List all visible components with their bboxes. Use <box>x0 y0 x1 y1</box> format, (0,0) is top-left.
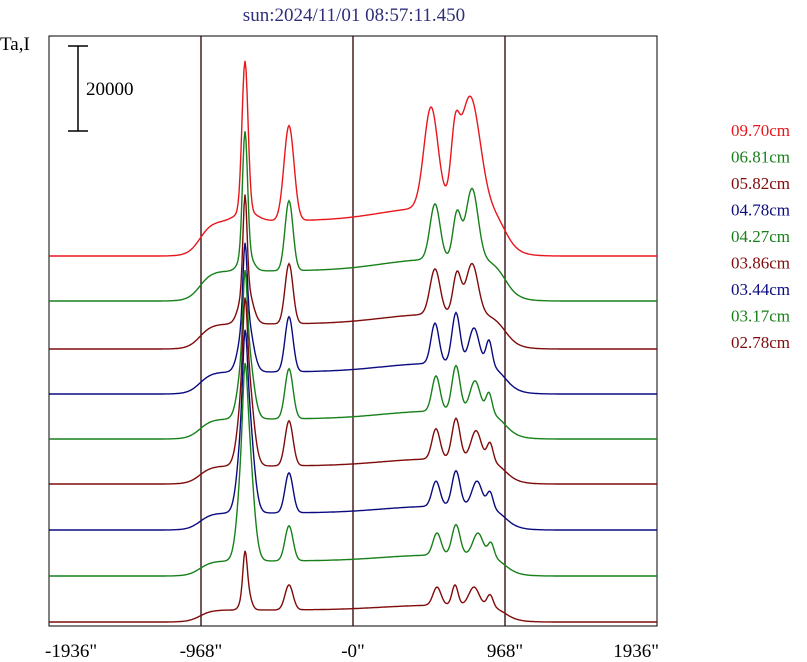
chart-title: sun:2024/11/01 08:57:11.450 <box>243 5 465 26</box>
scale-bar-label: 20000 <box>86 79 134 100</box>
series-line <box>49 329 657 531</box>
legend-entry: 02.78cm <box>731 333 790 352</box>
legend-entry: 05.82cm <box>731 174 790 193</box>
legend-entry: 03.17cm <box>731 307 790 326</box>
legend-entry: 04.78cm <box>731 201 790 220</box>
legend-entry: 04.27cm <box>731 227 790 246</box>
series-line <box>49 269 657 440</box>
legend: 09.70cm 06.81cm 05.82cm 04.78cm 04.27cm 03.86… <box>731 121 790 352</box>
series-lines <box>49 60 657 623</box>
y-axis-label: Ta,I <box>0 34 30 55</box>
scale-bar: 20000 <box>68 45 134 132</box>
x-tick-label: 968" <box>487 641 523 662</box>
series-line <box>49 60 657 257</box>
x-tick-label: -0" <box>341 641 365 662</box>
series-line <box>49 194 657 350</box>
legend-entry: 06.81cm <box>731 148 790 167</box>
series-line <box>49 242 657 395</box>
x-tick-label: -968" <box>180 641 223 662</box>
x-tick-labels: -1936" -968" -0" 968" 1936" <box>45 641 659 662</box>
series-line <box>49 131 657 302</box>
series-line <box>49 550 657 623</box>
x-tick-label: -1936" <box>45 641 97 662</box>
x-tick-label: 1936" <box>613 641 659 662</box>
series-line <box>49 362 657 577</box>
legend-entry: 03.86cm <box>731 254 790 273</box>
legend-entry: 09.70cm <box>731 121 790 140</box>
legend-entry: 03.44cm <box>731 280 790 299</box>
series-line <box>49 297 657 485</box>
